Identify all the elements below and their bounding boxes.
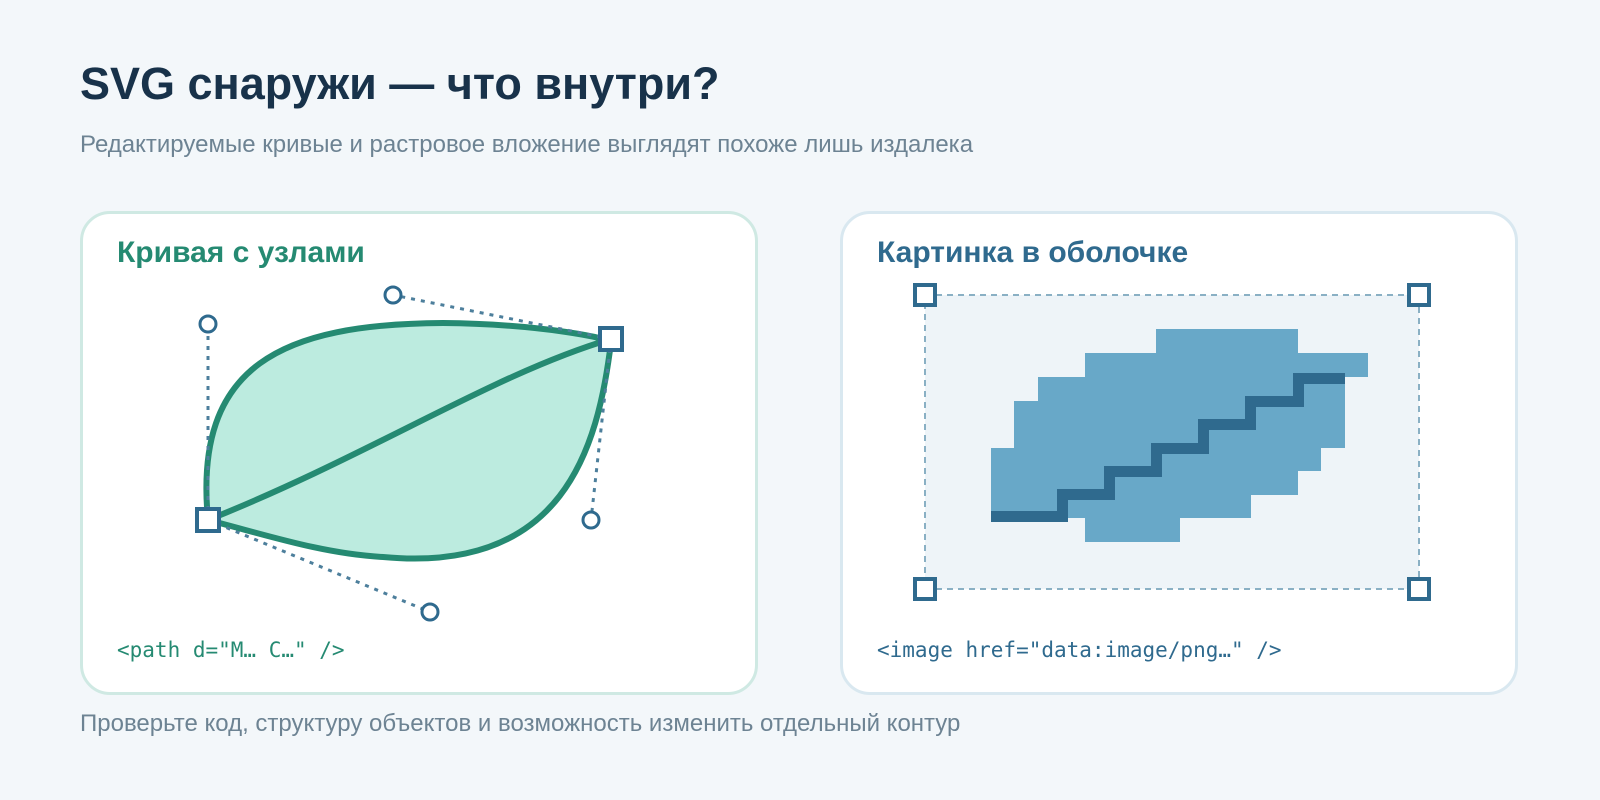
leaf-midrib <box>205 336 614 523</box>
control-handle-line <box>207 518 431 614</box>
image-code-snippet: <image href="data:image/png…" /> <box>877 638 1282 662</box>
vector-card-title: Кривая с узлами <box>117 236 365 269</box>
resize-handle-top-right[interactable] <box>1407 283 1431 307</box>
pixel-midrib <box>991 373 1345 522</box>
control-point-handle[interactable] <box>383 285 403 305</box>
page-title: SVG снаружи — что внутри? <box>80 58 720 109</box>
control-handle-line <box>392 293 612 341</box>
footer-hint: Проверьте код, структуру объектов и возм… <box>80 710 961 737</box>
raster-image-card: Картинка в оболочке <box>840 211 1518 695</box>
resize-handle-bottom-right[interactable] <box>1407 577 1431 601</box>
anchor-node[interactable] <box>598 326 624 352</box>
anchor-node[interactable] <box>195 507 221 533</box>
control-handle-line <box>589 338 613 521</box>
raster-card-title: Картинка в оболочке <box>877 236 1189 269</box>
resize-handle-top-left[interactable] <box>913 283 937 307</box>
control-point-handle[interactable] <box>198 314 218 334</box>
control-point-handle[interactable] <box>581 510 601 530</box>
pixelated-leaf-illustration <box>913 283 1431 601</box>
control-point-handle[interactable] <box>420 602 440 622</box>
resize-handle-bottom-left[interactable] <box>913 577 937 601</box>
vector-curve-card: Кривая с узлами <path d="M… C…" /> <box>80 211 758 695</box>
page-subtitle: Редактируемые кривые и растровое вложени… <box>80 131 974 158</box>
path-code-snippet: <path d="M… C…" /> <box>117 638 345 662</box>
bezier-leaf-illustration <box>195 285 624 622</box>
